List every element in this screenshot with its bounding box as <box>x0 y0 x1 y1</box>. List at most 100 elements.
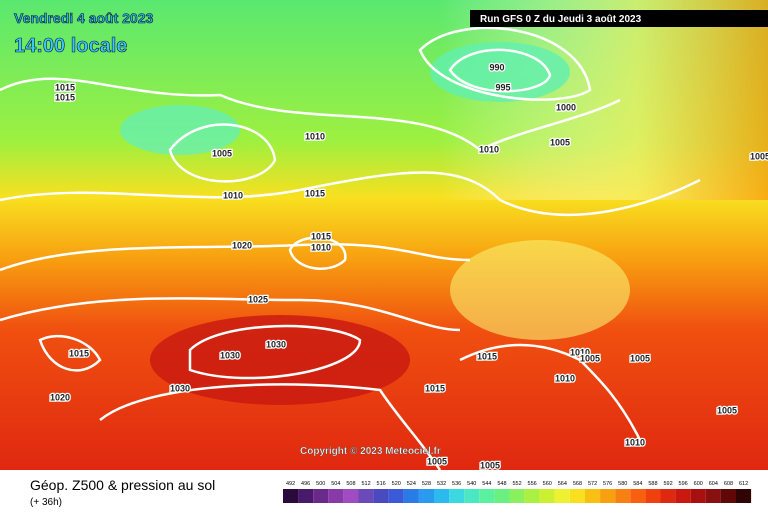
scale-swatch <box>343 489 359 503</box>
scale-swatch <box>373 489 389 503</box>
isobar-label: 1010 <box>305 131 325 141</box>
scale-label: 500 <box>316 481 325 487</box>
scale-swatch <box>600 489 616 503</box>
isobar-label: 1005 <box>550 137 570 147</box>
scale-swatch <box>449 489 465 503</box>
run-box <box>470 10 768 27</box>
scale-swatch <box>283 489 299 503</box>
isobar-label: 1000 <box>556 102 576 112</box>
scale-swatch <box>615 489 631 503</box>
isobar-label: 1015 <box>477 351 497 361</box>
scale-swatch <box>585 489 601 503</box>
isobar-label: 1030 <box>266 339 286 349</box>
isobar-label: 1015 <box>425 383 445 393</box>
scale-label: 608 <box>724 481 733 487</box>
isobar-label: 990 <box>489 62 504 72</box>
isobar-label: 1005 <box>427 456 447 466</box>
scale-label: 604 <box>709 481 718 487</box>
isobar-label: 1010 <box>479 144 499 154</box>
scale-label: 612 <box>739 481 748 487</box>
date: Vendredi 4 août 2023 <box>14 10 153 26</box>
isobar-label: 1005 <box>212 148 232 158</box>
isobar-label: 1030 <box>220 350 240 360</box>
scale-swatch <box>630 489 646 503</box>
scale-label: 544 <box>482 481 491 487</box>
scale-label: 568 <box>573 481 582 487</box>
scale-label: 516 <box>377 481 386 487</box>
scale-swatch <box>569 489 585 503</box>
isobar-label: 1010 <box>223 190 243 200</box>
scale-swatch <box>403 489 419 503</box>
scale-label: 592 <box>663 481 672 487</box>
scale-swatch <box>313 489 329 503</box>
scale-swatch <box>494 489 510 503</box>
isobar-label: 1005 <box>580 353 600 363</box>
scale-label: 588 <box>648 481 657 487</box>
isobar-label: 1020 <box>232 240 252 250</box>
scale-swatch <box>736 489 752 503</box>
scale-swatch <box>539 489 555 503</box>
scale-label: 512 <box>361 481 370 487</box>
isobar-label: 1005 <box>750 151 768 161</box>
scale-swatch <box>358 489 374 503</box>
isobar-label: 1005 <box>630 353 650 363</box>
scale-label: 576 <box>603 481 612 487</box>
isobar-label: 1005 <box>480 460 500 470</box>
scale-label: 492 <box>286 481 295 487</box>
low-area <box>120 105 240 155</box>
scale-swatch <box>690 489 706 503</box>
time: 14:00 locale <box>14 35 127 57</box>
isobar-label: 1010 <box>311 242 331 252</box>
scale-label: 536 <box>452 481 461 487</box>
scale-label: 528 <box>422 481 431 487</box>
scale-swatch <box>705 489 721 503</box>
isobar-label: 1030 <box>170 383 190 393</box>
isobar-label: 1010 <box>555 373 575 383</box>
scale-label: 584 <box>633 481 642 487</box>
scale-label: 548 <box>497 481 506 487</box>
isobar-label: 1025 <box>248 294 268 304</box>
scale-label: 572 <box>588 481 597 487</box>
scale-label: 580 <box>618 481 627 487</box>
scale-label: 560 <box>543 481 552 487</box>
scale-label: 496 <box>301 481 310 487</box>
scale-label: 532 <box>437 481 446 487</box>
scale-label: 596 <box>679 481 688 487</box>
scale-label: 524 <box>407 481 416 487</box>
scale-label: 556 <box>528 481 537 487</box>
scale-label: 520 <box>392 481 401 487</box>
footer-lead: (+ 36h) <box>30 497 62 508</box>
scale-swatch <box>720 489 736 503</box>
scale-label: 564 <box>558 481 567 487</box>
scale-label: 600 <box>694 481 703 487</box>
isobar-label: 1015 <box>69 348 89 358</box>
footer-title: Géop. Z500 & pression au sol <box>30 477 215 493</box>
scale-swatch <box>509 489 525 503</box>
scale-label: 504 <box>331 481 340 487</box>
isobar-label: 995 <box>495 82 510 92</box>
isobar-label: 1010 <box>570 347 590 357</box>
scale-swatch <box>388 489 404 503</box>
scale-swatch <box>675 489 691 503</box>
scale-swatch <box>524 489 540 503</box>
isobar-label: 1015 <box>55 82 75 92</box>
high-area <box>150 315 410 405</box>
scale-label: 540 <box>467 481 476 487</box>
isobar-label: 1015 <box>305 188 325 198</box>
scale-label: 508 <box>346 481 355 487</box>
scale-swatch <box>418 489 434 503</box>
copyright: Copyright © 2023 Meteociel.fr <box>300 446 441 457</box>
scale-swatch <box>554 489 570 503</box>
scale-swatch <box>645 489 661 503</box>
isobar-label: 1010 <box>625 437 645 447</box>
ridge-area <box>450 240 630 340</box>
scale-swatch <box>479 489 495 503</box>
isobars <box>0 26 701 471</box>
isobar-label: 1005 <box>717 405 737 415</box>
scale-swatch <box>434 489 450 503</box>
isobar-label: 1015 <box>311 231 331 241</box>
run-info: Run GFS 0 Z du Jeudi 3 août 2023 <box>480 14 642 25</box>
scale-label: 552 <box>512 481 521 487</box>
